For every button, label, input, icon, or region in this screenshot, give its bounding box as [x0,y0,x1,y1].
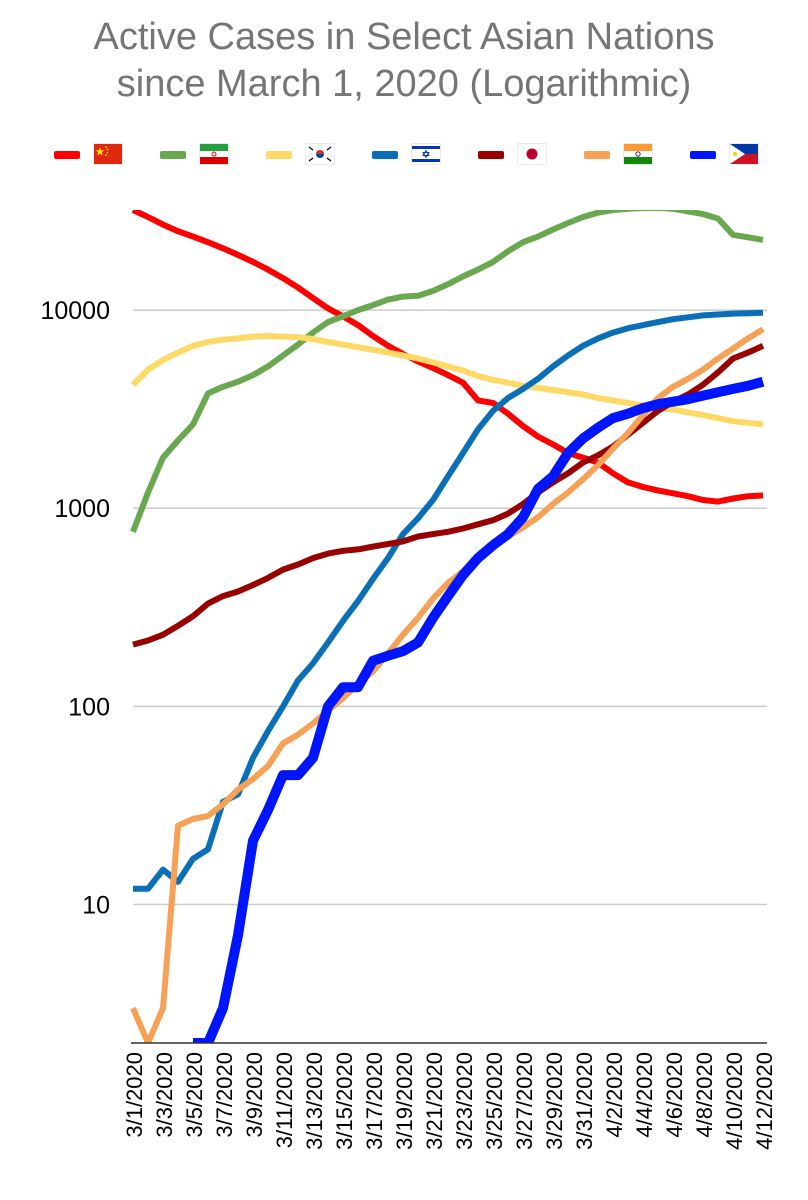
series-line-philippines [193,376,765,1043]
series-line-india [130,326,765,1043]
x-tick-label: 3/31/2020 [572,1052,597,1150]
y-tick-label: 10 [82,892,110,920]
india-flag-icon [624,144,652,164]
series-line-japan [132,343,765,648]
x-tick-label: 3/27/2020 [512,1052,537,1150]
china-flag-icon [94,144,122,164]
legend-swatch-china [54,151,80,159]
chart-title-line-1: Active Cases in Select Asian Nations [93,16,715,58]
y-tick-label: 100 [68,693,110,721]
south-korea-flag-icon [306,144,334,164]
x-tick-label: 4/2/2020 [602,1052,627,1138]
x-tick-label: 3/23/2020 [452,1052,477,1150]
x-tick-label: 3/21/2020 [422,1052,447,1150]
x-tick-label: 3/3/2020 [152,1052,177,1138]
philippines-flag-icon [730,144,758,164]
chart-title-line-2: since March 1, 2020 (Logarithmic) [116,63,692,105]
series-line-china [131,210,764,505]
israel-flag-icon [412,144,440,164]
x-tick-label: 4/12/2020 [752,1052,777,1150]
legend-swatch-philippines [690,151,716,159]
x-tick-label: 4/6/2020 [662,1052,687,1138]
x-tick-label: 3/13/2020 [302,1052,327,1150]
y-tick-label: 1000 [54,495,110,523]
legend-swatch-south-korea [266,151,292,159]
x-tick-label: 4/8/2020 [692,1052,717,1138]
legend-swatch-israel [372,151,398,159]
x-tick-label: 3/19/2020 [392,1052,417,1150]
iran-flag-icon [200,144,228,164]
legend [0,138,808,172]
x-tick-label: 3/25/2020 [482,1052,507,1150]
chart-title: Active Cases in Select Asian Nations sin… [0,14,808,108]
series-line-south-korea [130,333,764,428]
x-tick-label: 3/1/2020 [122,1052,147,1138]
japan-flag-icon [518,144,546,164]
x-tick-label: 3/15/2020 [332,1052,357,1150]
y-tick-label: 10000 [40,297,110,325]
x-tick-label: 4/10/2020 [722,1052,747,1150]
series-line-iran [130,210,764,533]
legend-swatch-india [584,151,610,159]
x-tick-label: 3/5/2020 [182,1052,207,1138]
x-tick-label: 3/11/2020 [272,1052,297,1148]
legend-swatch-iran [160,151,186,159]
legend-swatch-japan [478,151,504,159]
series-line-israel [133,309,764,892]
x-tick-label: 3/9/2020 [242,1052,267,1138]
x-tick-label: 3/17/2020 [362,1052,387,1150]
x-tick-label: 3/7/2020 [212,1052,237,1138]
x-tick-label: 4/4/2020 [632,1052,657,1138]
x-tick-label: 3/29/2020 [542,1052,567,1150]
